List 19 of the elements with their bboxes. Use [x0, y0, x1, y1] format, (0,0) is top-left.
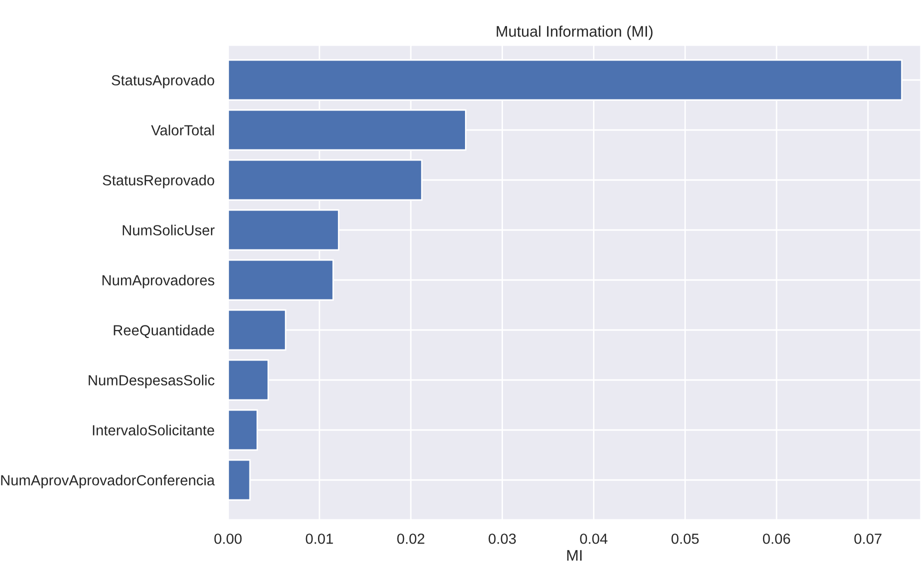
x-tick-label: 0.00: [214, 534, 242, 544]
y-tick-label: NumAprovAprovadorConferencia: [1, 474, 215, 488]
y-tick-label: ValorTotal: [151, 124, 214, 136]
x-tick-label: 0.03: [488, 534, 516, 544]
x-tick-label: 0.01: [306, 534, 333, 544]
y-tick-label: NumAprovadores: [102, 274, 214, 288]
y-tick-label: StatusReprovado: [102, 174, 214, 188]
x-tick-label: 0.05: [672, 534, 699, 544]
y-tick-label: ReeQuantidade: [114, 324, 214, 338]
x-tick-label: 0.07: [854, 534, 882, 544]
x-tick-label: 0.02: [397, 534, 424, 544]
chart-title: Mutual Information (MI): [496, 26, 653, 40]
x-axis-title: MI: [567, 550, 582, 561]
y-tick-label: StatusAprovado: [112, 74, 214, 88]
y-tick-label: NumDespesasSolic: [88, 374, 214, 388]
x-tick-label: 0.04: [580, 534, 608, 544]
y-tick-label: IntervaloSolicitante: [92, 424, 214, 436]
y-tick-label: NumSolicUser: [122, 224, 215, 236]
x-tick-label: 0.06: [762, 534, 790, 544]
